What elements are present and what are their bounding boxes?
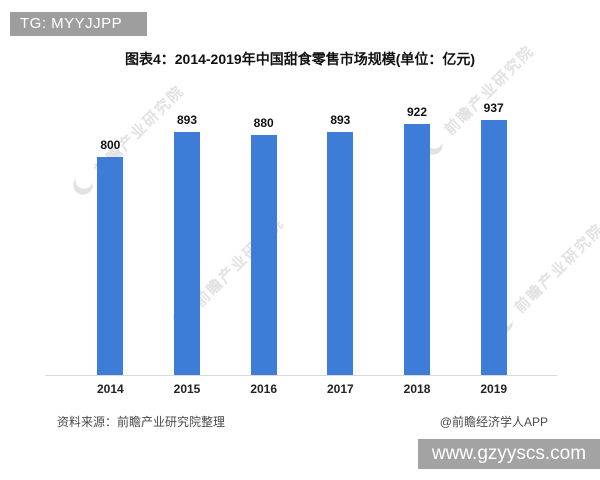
bar-column-2015: 893 <box>149 113 226 375</box>
bar-value-label: 880 <box>253 116 274 130</box>
bar-value-label: 893 <box>330 113 351 127</box>
x-axis-label-2016: 2016 <box>250 382 278 396</box>
bar-column-2014: 800 <box>72 138 149 375</box>
bar-2014 <box>97 157 124 375</box>
credit-note: @前瞻经济学人APP <box>439 415 548 429</box>
x-axis-label-2015: 2015 <box>173 382 201 396</box>
bar-column-2017: 893 <box>302 113 379 375</box>
bar-2016 <box>250 135 277 375</box>
x-axis-label-2019: 2019 <box>480 382 508 396</box>
bar-2018 <box>404 124 431 375</box>
x-axis-labels: 2014 2015 2016 2017 2018 2019 <box>72 382 532 396</box>
tg-badge: TG: MYYJJPP <box>10 12 147 36</box>
x-axis-label-2017: 2017 <box>327 382 354 396</box>
bar-2015 <box>174 132 200 375</box>
bar-value-label: 937 <box>483 101 504 115</box>
bar-column-2018: 922 <box>379 105 456 375</box>
bar-column-2016: 880 <box>225 116 302 375</box>
bar-column-2019: 937 <box>455 101 532 375</box>
bar-value-label: 800 <box>100 138 121 152</box>
bar-value-label: 922 <box>407 105 428 119</box>
x-axis-label-2014: 2014 <box>96 382 124 396</box>
bar-value-label: 893 <box>176 113 198 127</box>
source-note: 资料来源：前瞻产业研究院整理 <box>57 415 226 429</box>
x-axis-line <box>45 375 557 376</box>
chart-title: 图表4：2014-2019年中国甜食零售市场规模(单位：亿元) <box>124 51 476 67</box>
bar-2019 <box>480 120 507 375</box>
url-badge: www.gzyyscs.com <box>418 439 600 469</box>
x-axis-label-2018: 2018 <box>403 382 431 396</box>
bar-2017 <box>327 132 354 375</box>
bars-row: 800 893 880 893 922 937 <box>72 101 532 375</box>
